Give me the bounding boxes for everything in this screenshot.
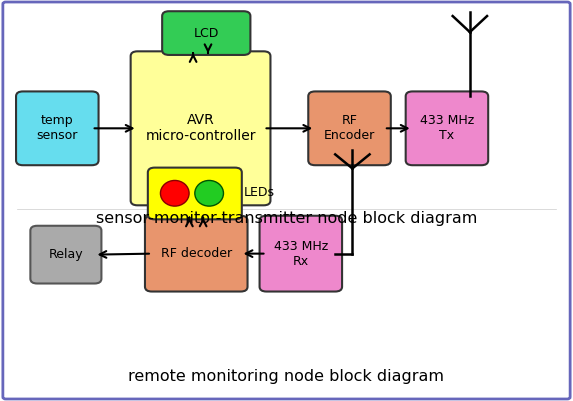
FancyBboxPatch shape — [131, 51, 270, 205]
Text: LCD: LCD — [194, 26, 219, 40]
Text: RF decoder: RF decoder — [160, 247, 232, 260]
FancyBboxPatch shape — [16, 91, 99, 165]
FancyBboxPatch shape — [308, 91, 391, 165]
Text: LEDs: LEDs — [244, 186, 274, 199]
Text: sensor-monitor-transmitter node block diagram: sensor-monitor-transmitter node block di… — [96, 211, 477, 226]
Text: temp
sensor: temp sensor — [37, 114, 78, 142]
Text: 433 MHz
Tx: 433 MHz Tx — [420, 114, 474, 142]
Text: remote monitoring node block diagram: remote monitoring node block diagram — [128, 369, 445, 385]
Text: RF
Encoder: RF Encoder — [324, 114, 375, 142]
Text: AVR
micro-controller: AVR micro-controller — [146, 113, 256, 144]
Text: Relay: Relay — [49, 248, 83, 261]
FancyBboxPatch shape — [145, 216, 248, 292]
FancyBboxPatch shape — [406, 91, 488, 165]
Text: 433 MHz
Rx: 433 MHz Rx — [274, 240, 328, 267]
FancyBboxPatch shape — [148, 168, 242, 219]
FancyBboxPatch shape — [30, 226, 101, 284]
Ellipse shape — [160, 180, 189, 206]
FancyBboxPatch shape — [260, 216, 342, 292]
FancyBboxPatch shape — [162, 11, 250, 55]
Ellipse shape — [195, 180, 223, 206]
